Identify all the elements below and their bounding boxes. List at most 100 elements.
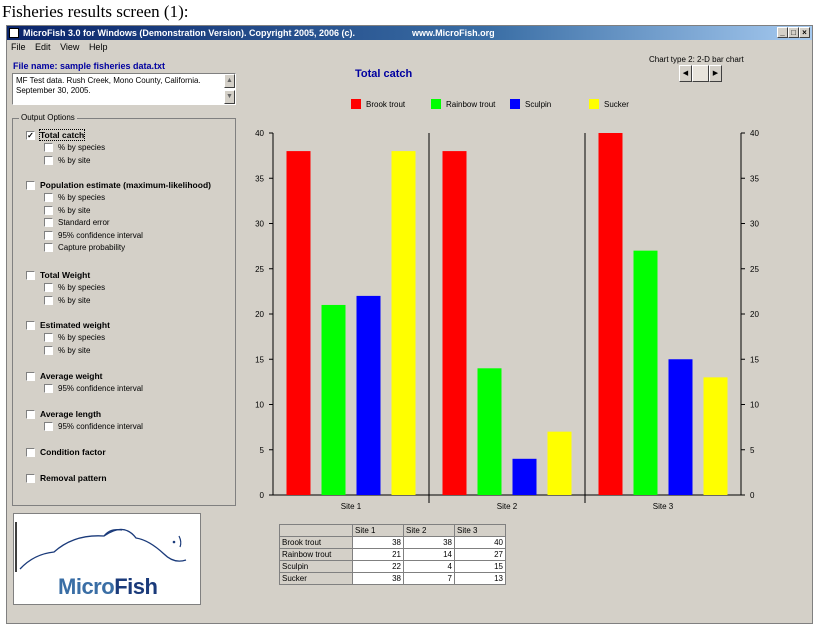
checkbox[interactable]: ✓ bbox=[26, 130, 35, 140]
chart-type-spinner[interactable]: ◀ ▶ bbox=[679, 65, 723, 82]
menu-view[interactable]: View bbox=[60, 42, 80, 52]
option-label: Average weight bbox=[40, 371, 103, 381]
checkbox[interactable] bbox=[26, 371, 35, 381]
y-tick-label: 15 bbox=[255, 355, 264, 364]
menu-bar: File Edit View Help bbox=[11, 42, 114, 54]
menu-edit[interactable]: Edit bbox=[35, 42, 51, 52]
checkbox[interactable] bbox=[26, 270, 35, 280]
checkbox[interactable] bbox=[44, 143, 53, 152]
sub-option[interactable]: % by site bbox=[44, 155, 91, 165]
checkbox[interactable] bbox=[44, 384, 53, 393]
sub-option-label: % by site bbox=[58, 155, 91, 165]
sub-option-label: % by species bbox=[58, 193, 106, 202]
y-tick-label: 40 bbox=[255, 129, 264, 138]
checkbox[interactable] bbox=[44, 333, 53, 342]
bar-sculpin bbox=[356, 295, 381, 495]
sub-option-label: % by site bbox=[58, 295, 91, 305]
sub-option[interactable]: Standard error bbox=[44, 218, 110, 228]
y-tick-label: 5 bbox=[260, 446, 265, 455]
checkbox[interactable] bbox=[44, 205, 53, 215]
scroll-down-icon[interactable]: ▼ bbox=[224, 90, 235, 104]
notes-textbox[interactable]: MF Test data. Rush Creek, Mono County, C… bbox=[12, 73, 236, 105]
scroll-up-icon[interactable]: ▲ bbox=[224, 74, 235, 88]
checkbox[interactable] bbox=[44, 230, 53, 240]
table-column-header: Site 1 bbox=[352, 524, 404, 537]
table-row-label: Sculpin bbox=[279, 560, 353, 573]
spinner-left-icon[interactable]: ◀ bbox=[679, 65, 692, 82]
table-cell: 40 bbox=[454, 536, 506, 549]
table-column-header: Site 2 bbox=[403, 524, 455, 537]
page-caption: Fisheries results screen (1): bbox=[2, 2, 189, 21]
y-tick-label: 25 bbox=[750, 265, 759, 274]
sub-option-label: % by site bbox=[58, 205, 91, 215]
checkbox[interactable] bbox=[26, 473, 35, 483]
sub-option[interactable]: % by species bbox=[44, 143, 105, 152]
y-tick-label: 35 bbox=[255, 174, 264, 183]
bar-rainbow-trout bbox=[477, 368, 502, 495]
notes-text: MF Test data. Rush Creek, Mono County, C… bbox=[16, 76, 201, 95]
sub-option[interactable]: % by species bbox=[44, 333, 105, 342]
option-average-length[interactable]: Average length bbox=[26, 409, 101, 419]
sub-option[interactable]: 95% confidence interval bbox=[44, 230, 143, 240]
option-condition-factor[interactable]: Condition factor bbox=[26, 447, 106, 457]
menu-help[interactable]: Help bbox=[88, 42, 108, 52]
sub-option[interactable]: % by site bbox=[44, 345, 90, 355]
file-name-label: File name: sample fisheries data.txt bbox=[13, 61, 166, 71]
table-cell: 38 bbox=[403, 536, 455, 549]
option-total-weight[interactable]: Total Weight bbox=[26, 270, 90, 280]
sub-option[interactable]: Capture probability bbox=[44, 243, 126, 253]
checkbox[interactable] bbox=[44, 295, 53, 305]
checkbox[interactable] bbox=[44, 155, 53, 165]
checkbox[interactable] bbox=[44, 243, 53, 253]
option-average-weight[interactable]: Average weight bbox=[26, 371, 103, 381]
data-table: Site 1 Site 2 Site 3 Brook trout 38 38 40 Rainb… bbox=[279, 524, 506, 585]
sub-option-label: 95% confidence interval bbox=[58, 422, 143, 431]
sub-option-label: Capture probability bbox=[58, 243, 126, 253]
close-icon[interactable]: × bbox=[799, 27, 810, 38]
checkbox[interactable] bbox=[44, 422, 53, 431]
table-corner bbox=[279, 524, 353, 537]
checkbox[interactable] bbox=[44, 345, 53, 355]
bar-brook-trout bbox=[442, 151, 467, 495]
sub-option-label: Standard error bbox=[58, 218, 110, 228]
legend-swatch bbox=[431, 99, 441, 109]
option-label: Population estimate (maximum-likelihood) bbox=[40, 180, 211, 190]
option-total-catch[interactable]: ✓ Total catch bbox=[26, 129, 86, 141]
checkbox[interactable] bbox=[26, 409, 35, 419]
restore-icon[interactable]: □ bbox=[788, 27, 799, 38]
y-tick-label: 25 bbox=[255, 265, 264, 274]
spinner-thumb[interactable] bbox=[692, 65, 709, 82]
bar-rainbow-trout bbox=[633, 250, 658, 495]
y-tick-label: 20 bbox=[255, 310, 264, 319]
table-cell: 4 bbox=[403, 560, 455, 573]
table-row: Sculpin 22 4 15 bbox=[279, 560, 506, 573]
y-tick-label: 40 bbox=[750, 129, 759, 138]
checkbox[interactable] bbox=[26, 320, 35, 330]
checkbox[interactable] bbox=[26, 180, 35, 190]
option-estimated-weight[interactable]: Estimated weight bbox=[26, 320, 110, 330]
table-header-row: Site 1 Site 2 Site 3 bbox=[279, 524, 506, 537]
legend-label: Sculpin bbox=[525, 99, 552, 109]
checkbox[interactable] bbox=[44, 283, 53, 292]
checkbox[interactable] bbox=[44, 218, 53, 228]
sub-option[interactable]: % by species bbox=[44, 193, 105, 202]
spinner-right-icon[interactable]: ▶ bbox=[709, 65, 722, 82]
legend-label: Sucker bbox=[604, 99, 629, 109]
checkbox[interactable] bbox=[44, 193, 53, 202]
sub-option[interactable]: % by site bbox=[44, 295, 91, 305]
table-row-label: Rainbow trout bbox=[279, 548, 353, 561]
option-population-estimate-maximum-likelihood[interactable]: Population estimate (maximum-likelihood) bbox=[26, 180, 211, 190]
output-options-title: Output Options bbox=[19, 113, 77, 122]
sub-option[interactable]: 95% confidence interval bbox=[44, 422, 143, 431]
sub-option[interactable]: 95% confidence interval bbox=[44, 384, 143, 393]
legend-item: Sucker bbox=[589, 99, 629, 109]
legend-swatch bbox=[510, 99, 520, 109]
menu-file[interactable]: File bbox=[11, 42, 26, 52]
minimize-icon[interactable]: _ bbox=[777, 27, 788, 38]
option-removal-pattern[interactable]: Removal pattern bbox=[26, 473, 107, 483]
checkbox[interactable] bbox=[26, 447, 35, 457]
sub-option[interactable]: % by species bbox=[44, 283, 105, 292]
y-tick-label: 15 bbox=[750, 355, 759, 364]
sub-option[interactable]: % by site bbox=[44, 205, 91, 215]
title-bar[interactable]: MicroFish 3.0 for Windows (Demonstration… bbox=[7, 26, 812, 40]
